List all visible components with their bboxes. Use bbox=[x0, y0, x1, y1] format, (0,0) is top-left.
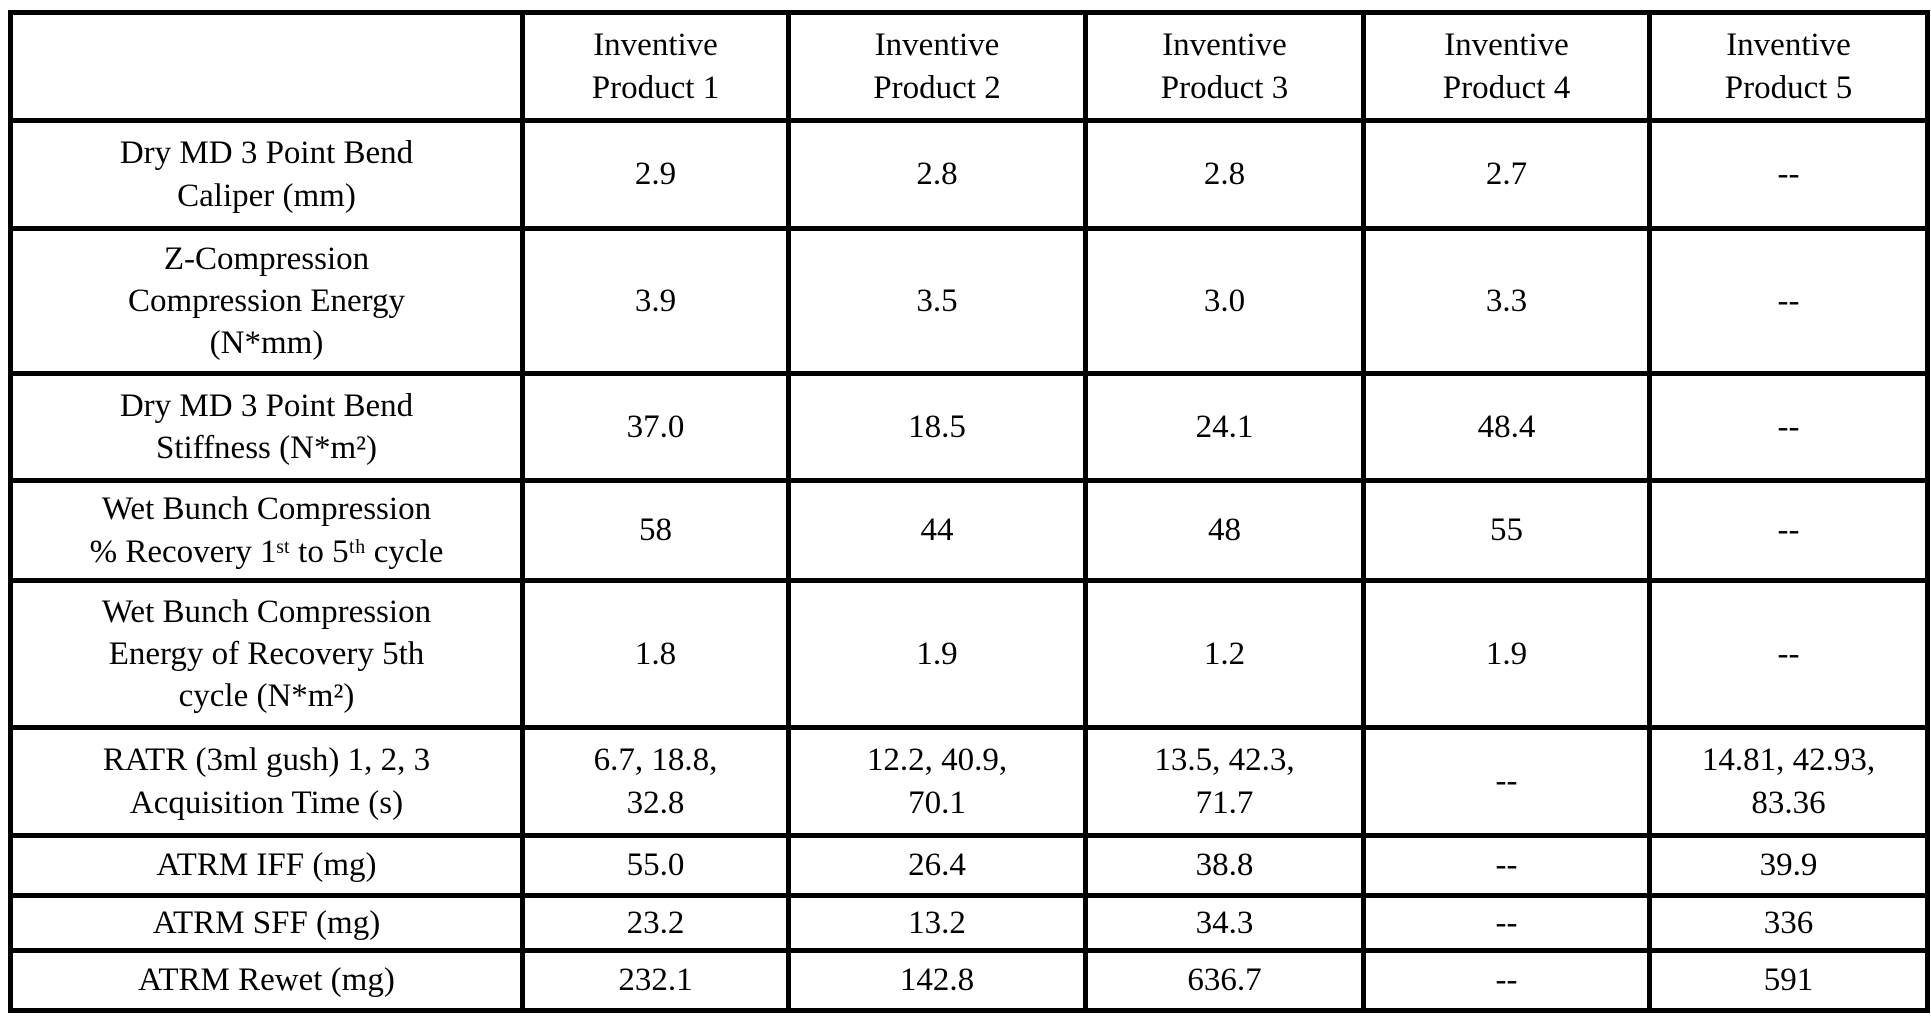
row-label: Z-Compression Compression Energy (N*mm) bbox=[8, 226, 525, 376]
value-cell: 14.81, 42.93, 83.36 bbox=[1647, 725, 1930, 838]
header-row: Inventive Product 1 Inventive Product 2 … bbox=[8, 10, 1930, 123]
value-cell: 2.8 bbox=[786, 118, 1088, 231]
value-cell: -- bbox=[1361, 948, 1652, 1013]
row-label: Dry MD 3 Point Bend Caliper (mm) bbox=[8, 118, 525, 231]
value-cell: 2.8 bbox=[1083, 118, 1366, 231]
row-label: ATRM SFF (mg) bbox=[8, 893, 525, 953]
table-row: ATRM Rewet (mg) 232.1 142.8 636.7 -- 591 bbox=[8, 948, 1930, 1013]
value-cell: 1.9 bbox=[1361, 578, 1652, 730]
value-cell: -- bbox=[1647, 578, 1930, 730]
value-cell: 37.0 bbox=[520, 371, 791, 483]
value-cell: 39.9 bbox=[1647, 833, 1930, 898]
row-label: ATRM IFF (mg) bbox=[8, 833, 525, 898]
value-cell: 6.7, 18.8, 32.8 bbox=[520, 725, 791, 838]
value-cell: -- bbox=[1647, 118, 1930, 231]
table-row: ATRM SFF (mg) 23.2 13.2 34.3 -- 336 bbox=[8, 893, 1930, 953]
value-cell: 34.3 bbox=[1083, 893, 1366, 953]
corner-cell bbox=[8, 10, 525, 123]
value-cell: 26.4 bbox=[786, 833, 1088, 898]
value-cell: 13.2 bbox=[786, 893, 1088, 953]
value-cell: -- bbox=[1361, 833, 1652, 898]
value-cell: 142.8 bbox=[786, 948, 1088, 1013]
value-cell: 48 bbox=[1083, 478, 1366, 583]
column-header: Inventive Product 3 bbox=[1083, 10, 1366, 123]
value-cell: 1.9 bbox=[786, 578, 1088, 730]
row-label: RATR (3ml gush) 1, 2, 3 Acquisition Time… bbox=[8, 725, 525, 838]
value-cell: 1.2 bbox=[1083, 578, 1366, 730]
value-cell: 1.8 bbox=[520, 578, 791, 730]
value-cell: 591 bbox=[1647, 948, 1930, 1013]
value-cell: 48.4 bbox=[1361, 371, 1652, 483]
value-cell: 38.8 bbox=[1083, 833, 1366, 898]
column-header: Inventive Product 1 bbox=[520, 10, 791, 123]
value-cell: -- bbox=[1647, 226, 1930, 376]
value-cell: 3.0 bbox=[1083, 226, 1366, 376]
patent-data-table: Inventive Product 1 Inventive Product 2 … bbox=[8, 10, 1930, 1013]
table-row: Z-Compression Compression Energy (N*mm) … bbox=[8, 226, 1930, 376]
row-label: ATRM Rewet (mg) bbox=[8, 948, 525, 1013]
value-cell: -- bbox=[1647, 478, 1930, 583]
value-cell: 2.7 bbox=[1361, 118, 1652, 231]
value-cell: 2.9 bbox=[520, 118, 791, 231]
table-row: ATRM IFF (mg) 55.0 26.4 38.8 -- 39.9 bbox=[8, 833, 1930, 898]
value-cell: 232.1 bbox=[520, 948, 791, 1013]
value-cell: 55 bbox=[1361, 478, 1652, 583]
table-row: Dry MD 3 Point Bend Caliper (mm) 2.9 2.8… bbox=[8, 118, 1930, 231]
value-cell: 23.2 bbox=[520, 893, 791, 953]
row-label: Dry MD 3 Point Bend Stiffness (N*m²) bbox=[8, 371, 525, 483]
value-cell: 3.9 bbox=[520, 226, 791, 376]
value-cell: 18.5 bbox=[786, 371, 1088, 483]
table-row: Dry MD 3 Point Bend Stiffness (N*m²) 37.… bbox=[8, 371, 1930, 483]
column-header: Inventive Product 4 bbox=[1361, 10, 1652, 123]
value-cell: 12.2, 40.9, 70.1 bbox=[786, 725, 1088, 838]
column-header: Inventive Product 5 bbox=[1647, 10, 1930, 123]
table-row: RATR (3ml gush) 1, 2, 3 Acquisition Time… bbox=[8, 725, 1930, 838]
value-cell: -- bbox=[1647, 371, 1930, 483]
value-cell: -- bbox=[1361, 725, 1652, 838]
value-cell: 3.5 bbox=[786, 226, 1088, 376]
table-row: Wet Bunch Compression % Recovery 1ˢᵗ to … bbox=[8, 478, 1930, 583]
table-row: Wet Bunch Compression Energy of Recovery… bbox=[8, 578, 1930, 730]
row-label: Wet Bunch Compression Energy of Recovery… bbox=[8, 578, 525, 730]
row-label: Wet Bunch Compression % Recovery 1ˢᵗ to … bbox=[8, 478, 525, 583]
value-cell: -- bbox=[1361, 893, 1652, 953]
value-cell: 636.7 bbox=[1083, 948, 1366, 1013]
value-cell: 336 bbox=[1647, 893, 1930, 953]
value-cell: 58 bbox=[520, 478, 791, 583]
value-cell: 44 bbox=[786, 478, 1088, 583]
value-cell: 3.3 bbox=[1361, 226, 1652, 376]
column-header: Inventive Product 2 bbox=[786, 10, 1088, 123]
value-cell: 55.0 bbox=[520, 833, 791, 898]
value-cell: 13.5, 42.3, 71.7 bbox=[1083, 725, 1366, 838]
value-cell: 24.1 bbox=[1083, 371, 1366, 483]
